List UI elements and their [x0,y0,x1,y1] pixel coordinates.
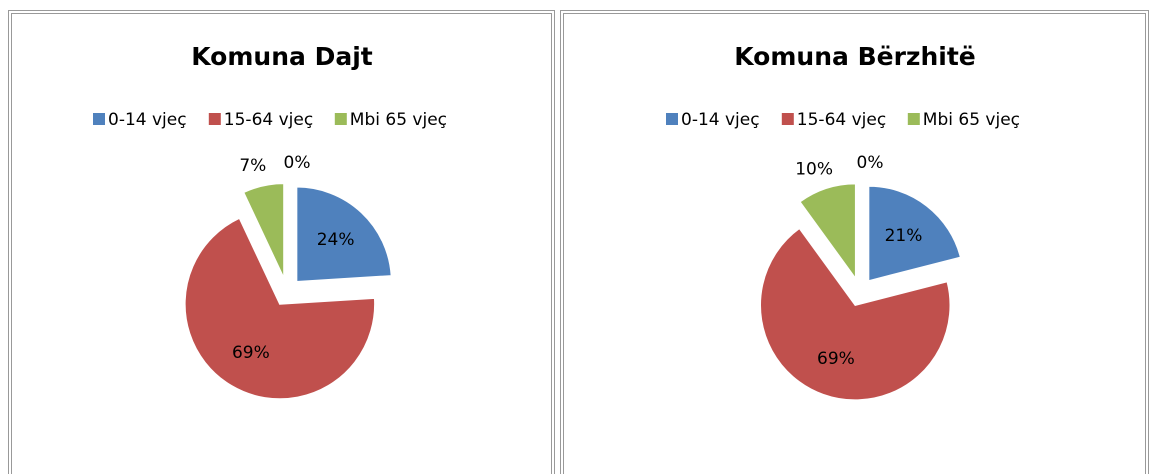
legend-swatch [781,113,794,125]
pie-slice [184,217,376,400]
data-label: 24% [317,230,355,250]
legend-label: Mbi 65 vjeç [350,110,447,130]
data-label: 21% [885,226,923,246]
data-label: 0% [857,153,884,173]
legend-label: 15-64 vjeç [224,110,313,130]
legend-swatch [907,113,920,125]
data-label: 0% [284,153,311,173]
data-label: 7% [239,156,266,176]
pie-slice [798,182,857,281]
panel-border [560,10,1149,474]
data-label: 69% [232,343,270,363]
chart-title: Komuna Dajt [191,42,373,71]
legend-label: 0-14 vjeç [681,110,760,130]
pie-slice [295,186,393,283]
legend-swatch [93,113,105,125]
legend-swatch [334,113,347,125]
panel-border [11,13,552,474]
data-label: 10% [795,159,833,179]
pie-slice [242,182,285,279]
legend-swatch [208,113,221,125]
pie-slice [867,185,962,282]
panel-border [8,10,555,474]
chart-title: Komuna Bërzhitë [734,42,976,71]
panel-border [563,13,1146,474]
legend-label: 15-64 vjeç [797,110,886,130]
data-label: 69% [817,349,855,369]
legend-swatch [666,113,678,125]
legend-label: Mbi 65 vjeç [923,110,1020,130]
legend-label: 0-14 vjeç [108,110,187,130]
pie-slice [759,227,952,401]
